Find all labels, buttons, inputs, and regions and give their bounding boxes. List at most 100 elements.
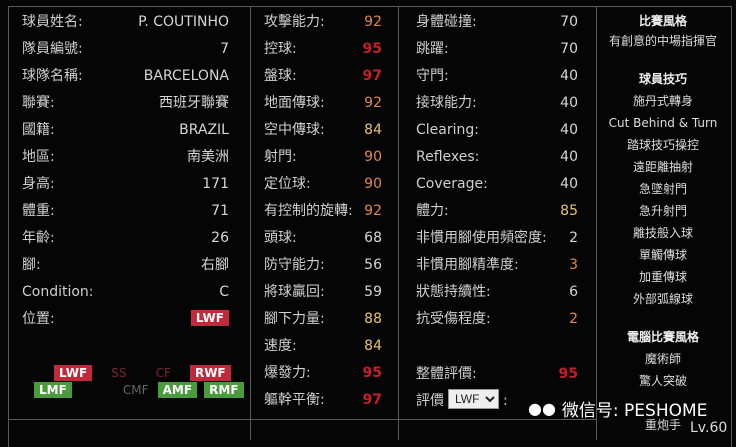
skill-item: 外部弧線球	[632, 292, 693, 306]
stat-label: 控球:	[264, 41, 297, 57]
stat-value: 71	[211, 203, 229, 219]
stat-value: C	[219, 284, 229, 300]
stat-value: 70	[560, 41, 578, 57]
skills-list: 施丹式轉身 Cut Behind & Turn 踏球技巧操控 遠距離抽射 急墜射門 急升射…	[596, 90, 730, 310]
stat-row: 狀態持續性: 6	[416, 280, 578, 304]
stat-row: 地區: 南美洲	[22, 145, 229, 169]
stat-row: 體重: 71	[22, 199, 229, 223]
stat-label: 腳:	[22, 257, 41, 273]
stat-value: 南美洲	[187, 149, 229, 165]
stat-label: 腳下力量:	[264, 311, 325, 327]
stat-row: 守門: 40	[416, 64, 578, 88]
position-map-row1: LWF SS CF RWF	[54, 364, 231, 381]
stat-row: Clearing: 40	[416, 118, 578, 142]
stat-label: 隊員編號:	[22, 41, 83, 57]
stat-value: 26	[211, 230, 229, 246]
stat-label: 跳躍:	[416, 41, 449, 57]
stat-label: 定位球:	[264, 176, 311, 192]
stat-row: 爆發力: 95	[264, 361, 382, 385]
stat-value: 右腳	[201, 257, 229, 273]
stat-row: 將球贏回: 59	[264, 280, 382, 304]
stat-label: 爆發力:	[264, 365, 311, 381]
stat-row: 攻擊能力: 92	[264, 10, 382, 34]
skill-item: 急墜射門	[638, 182, 687, 196]
stat-label: 軀幹平衡:	[264, 392, 325, 408]
stat-value: 40	[560, 149, 578, 165]
stat-value: 90	[364, 149, 382, 165]
stat-value: 88	[364, 311, 382, 327]
wechat-icon: ●●	[528, 399, 556, 418]
watermark: ●● 微信号: PESHOME	[528, 396, 707, 421]
player-card	[8, 6, 732, 447]
stat-value: 95	[362, 41, 382, 57]
stat-label: 聯賽:	[22, 95, 55, 111]
stat-value: 59	[364, 284, 382, 300]
stat-label: Condition:	[22, 284, 94, 300]
stat-label: 身體碰撞:	[416, 14, 477, 30]
stat-value: 56	[364, 257, 382, 273]
position-map-row2: LMF CMF AMF RMF	[34, 381, 244, 398]
stat-row: 地面傳球: 92	[264, 91, 382, 115]
position-lwf: LWF	[54, 365, 93, 381]
skill-item: 單觸傳球	[638, 248, 687, 262]
stat-row: Coverage: 40	[416, 172, 578, 196]
skill-item: 踏球技巧操控	[626, 138, 699, 152]
stat-label: 體力:	[416, 203, 449, 219]
stat-label: 非慣用腳精準度:	[416, 257, 519, 273]
stat-row: 年齡: 26	[22, 226, 229, 250]
stat-row: 體力: 85	[416, 199, 578, 223]
stat-value: 92	[364, 95, 382, 111]
stat-label: 地面傳球:	[264, 95, 325, 111]
stat-label: 狀態持續性:	[416, 284, 491, 300]
stat-label: 接球能力:	[416, 95, 477, 111]
stat-value: 68	[364, 230, 382, 246]
ai-style-item: 魔術師	[644, 352, 681, 366]
stat-value: 84	[364, 338, 382, 354]
stat-value: 97	[362, 392, 382, 408]
stat-row: 位置: LWF	[22, 307, 229, 331]
skill-item: 施丹式轉身	[632, 94, 693, 108]
divider	[250, 6, 251, 440]
play-style: 有創意的中場指揮官	[608, 34, 717, 48]
stat-label: 將球贏回:	[264, 284, 325, 300]
ai-style-item: 重炮手	[644, 418, 681, 432]
stat-row: 定位球: 90	[264, 172, 382, 196]
skill-item: 遠距離抽射	[632, 160, 693, 174]
stat-row: 軀幹平衡: 97	[264, 388, 382, 412]
stat-value: 7	[220, 41, 229, 57]
stat-row: 射門: 90	[264, 145, 382, 169]
stat-label: 防守能力:	[264, 257, 325, 273]
stat-row: 非慣用腳精準度: 3	[416, 253, 578, 277]
stat-label: 位置:	[22, 311, 55, 327]
stat-row: 控球: 95	[264, 37, 382, 61]
stat-row: 球員姓名: P. COUTINHO	[22, 10, 229, 34]
stat-value: 92	[364, 203, 382, 219]
position-rwf: RWF	[189, 365, 231, 381]
stat-row: Condition: C	[22, 280, 229, 304]
position-amf: AMF	[157, 382, 198, 398]
skills-title: 球員技巧	[638, 72, 687, 86]
stat-row: 跳躍: 70	[416, 37, 578, 61]
stat-label: 球員姓名:	[22, 14, 83, 30]
divider	[596, 6, 597, 440]
stat-row: 國籍: BRAZIL	[22, 118, 229, 142]
stat-value: 6	[569, 284, 578, 300]
rating-position-select[interactable]: LWF	[448, 389, 499, 409]
stat-label: 守門:	[416, 68, 449, 84]
rating-label: 評價	[416, 393, 444, 409]
stat-row: 聯賽: 西班牙聯賽	[22, 91, 229, 115]
stat-value: 2	[569, 311, 578, 327]
stat-label: 球隊名稱:	[22, 68, 83, 84]
stat-value: 40	[560, 68, 578, 84]
position-lmf: LMF	[34, 382, 72, 398]
stat-row: 腳下力量: 88	[264, 307, 382, 331]
stat-value: BRAZIL	[179, 122, 229, 138]
stat-label: 射門:	[264, 149, 297, 165]
stat-label: 頭球:	[264, 230, 297, 246]
ai-style-item: 驚人突破	[638, 374, 687, 388]
stat-label: 有控制的旋轉:	[264, 203, 353, 219]
stat-row: 防守能力: 56	[264, 253, 382, 277]
stat-row: 球隊名稱: BARCELONA	[22, 64, 229, 88]
overall-value: 95	[558, 366, 578, 382]
stat-value: 85	[560, 203, 578, 219]
